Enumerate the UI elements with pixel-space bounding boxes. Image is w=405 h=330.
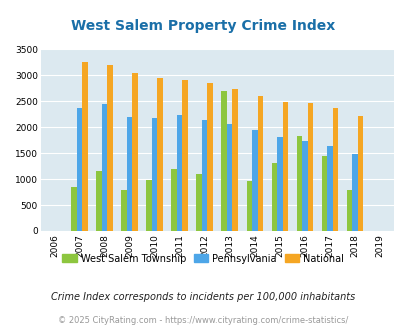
Bar [332, 108, 337, 231]
Bar [246, 181, 252, 231]
Bar [182, 80, 188, 231]
Bar [151, 118, 157, 231]
Bar [346, 190, 352, 231]
Bar [271, 163, 276, 231]
Bar [207, 83, 213, 231]
Bar [177, 115, 182, 231]
Bar [146, 180, 151, 231]
Bar [282, 102, 288, 231]
Bar [326, 146, 332, 231]
Bar [296, 136, 301, 231]
Text: West Salem Property Crime Index: West Salem Property Crime Index [71, 19, 334, 33]
Bar [321, 156, 326, 231]
Bar [301, 141, 307, 231]
Bar [126, 117, 132, 231]
Bar [352, 154, 357, 231]
Text: © 2025 CityRating.com - https://www.cityrating.com/crime-statistics/: © 2025 CityRating.com - https://www.city… [58, 315, 347, 325]
Bar [157, 78, 162, 231]
Bar [221, 91, 226, 231]
Bar [201, 119, 207, 231]
Bar [307, 103, 312, 231]
Bar [82, 62, 87, 231]
Legend: West Salem Township, Pennsylvania, National: West Salem Township, Pennsylvania, Natio… [58, 249, 347, 267]
Bar [77, 108, 82, 231]
Bar [252, 130, 257, 231]
Bar [232, 89, 237, 231]
Bar [226, 124, 232, 231]
Bar [107, 65, 113, 231]
Bar [71, 187, 77, 231]
Bar [121, 189, 126, 231]
Bar [96, 171, 102, 231]
Bar [276, 137, 282, 231]
Bar [132, 73, 137, 231]
Bar [357, 116, 362, 231]
Bar [102, 105, 107, 231]
Bar [171, 169, 177, 231]
Bar [196, 174, 201, 231]
Text: Crime Index corresponds to incidents per 100,000 inhabitants: Crime Index corresponds to incidents per… [51, 292, 354, 302]
Bar [257, 96, 262, 231]
